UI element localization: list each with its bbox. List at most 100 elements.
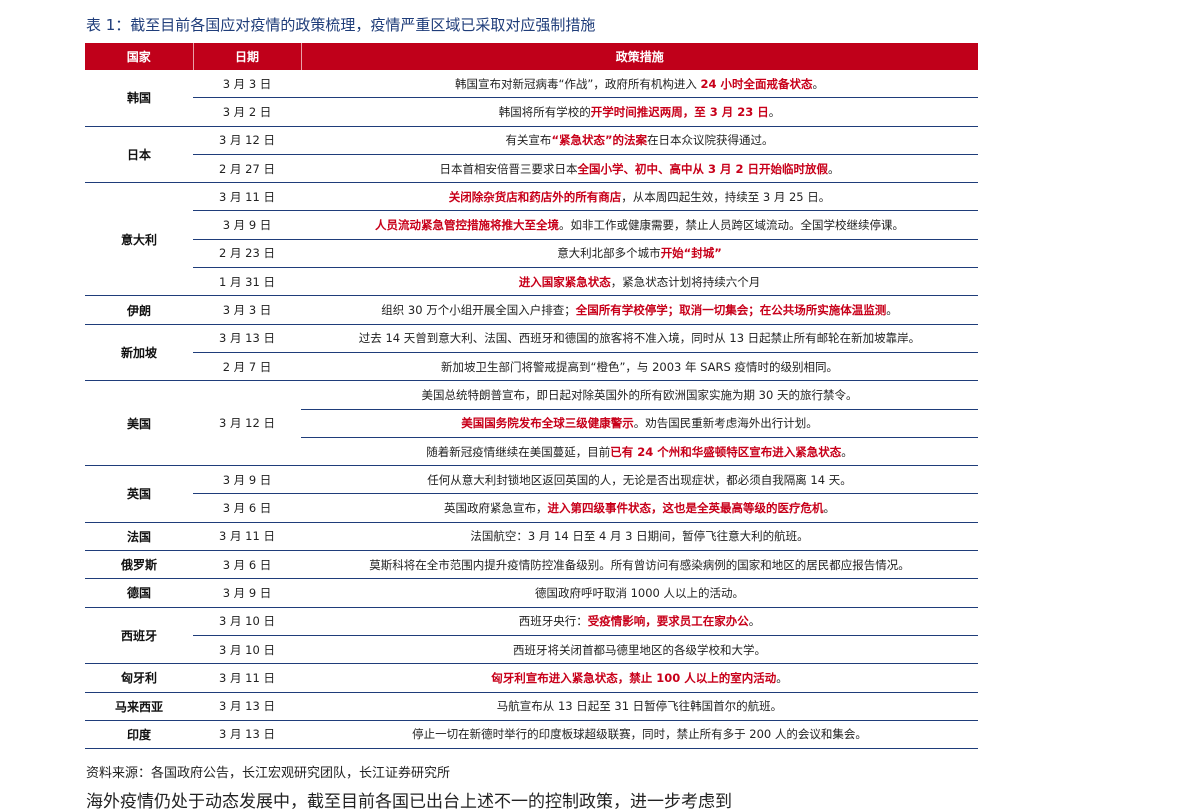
table-row: 俄罗斯 3 月 6 日 莫斯科将在全市范围内提升疫情防控准备级别。所有曾访问有感染病… (85, 550, 978, 580)
table-row: 法国 3 月 11 日 法国航空：3 月 14 日至 4 月 3 日期间，暂停飞往意… (85, 522, 978, 552)
source-note: 资料来源：各国政府公告，长江宏观研究团队，长江证券研究所 (86, 766, 451, 781)
date-cell: 3 月 13 日 (193, 692, 301, 721)
measure-text: 组织 30 万个小组开展全国入户排查； (381, 303, 576, 318)
highlighted-text: 24 小时全面戒备状态 (700, 76, 813, 91)
measure-cell: 西班牙央行：受疫情影响，要求员工在家办公。 (301, 607, 978, 636)
measure-text: 美国总统特朗普宣布，即日起对除英国外的所有欧洲国家实施为期 30 天的旅行禁令。 (421, 387, 858, 402)
highlighted-text: 全国小学、初中、高中从 3 月 2 日开始临时放假 (577, 161, 829, 176)
measure-text: 。如非工作或健康需要，禁止人员跨区域流动。全国学校继续停课。 (559, 218, 904, 233)
country-cell: 匈牙利 (85, 663, 193, 693)
measure-cell: 有关宣布“紧急状态”的法案在日本众议院获得通过。 (301, 126, 978, 155)
measure-cell: 马航宣布从 13 日起至 31 日暂停飞往韩国首尔的航班。 (301, 692, 978, 721)
country-cell: 俄罗斯 (85, 550, 193, 580)
date-cell: 3 月 3 日 (193, 70, 301, 99)
measure-text: 英国政府紧急宣布， (444, 501, 548, 516)
highlighted-text: 已有 24 个州和华盛顿特区宣布进入紧急状态 (610, 444, 842, 459)
country-cell: 印度 (85, 720, 193, 750)
table-row: 3 月 6 日 英国政府紧急宣布，进入第四级事件状态，这也是全英最高等级的医疗危机… (85, 493, 978, 523)
measure-cell: 任何从意大利封锁地区返回英国的人，无论是否出现症状，都必须自我隔离 14 天。 (301, 465, 978, 495)
measure-text: 停止一切在新德时举行的印度板球超级联赛，同时，禁止所有多于 200 人的会议和集… (412, 727, 867, 742)
date-cell: 1 月 31 日 (193, 267, 301, 297)
measure-text: 法国航空：3 月 14 日至 4 月 3 日期间，暂停飞往意大利的航班。 (470, 529, 809, 544)
table-row: 美国 3 月 12 日 美国总统特朗普宣布，即日起对除英国外的所有欧洲国家实施为期 … (85, 380, 978, 467)
country-cell: 新加坡 (85, 324, 193, 382)
table-row: 新加坡 3 月 13 日 过去 14 天曾到意大利、法国、西班牙和德国的旅客将不准入… (85, 324, 978, 382)
measure-text: 过去 14 天曾到意大利、法国、西班牙和德国的旅客将不准入境，同时从 13 日起… (358, 331, 921, 346)
measure-text: 意大利北部多个城市 (557, 246, 661, 261)
measure-text: 有关宣布 (505, 133, 552, 148)
country-cell: 德国 (85, 578, 193, 608)
measure-text: 西班牙将关闭首都马德里地区的各级学校和大学。 (513, 642, 766, 657)
date-cell: 3 月 12 日 (193, 126, 301, 155)
measure-text: 。 (823, 501, 836, 516)
measure-cell: 美国总统特朗普宣布，即日起对除英国外的所有欧洲国家实施为期 30 天的旅行禁令。 (301, 380, 978, 410)
highlighted-text: 人员流动紧急管控措施将推大至全境 (375, 218, 559, 233)
table-row: 伊朗 3 月 3 日组织 30 万个小组开展全国入户排查；全国所有学校停学；取消一… (85, 295, 978, 325)
table-row: 印度 3 月 13 日 停止一切在新德时举行的印度板球超级联赛，同时，禁止所有多于 … (85, 720, 978, 750)
table-header-row: 国家 日期 政策措施 (85, 43, 978, 70)
date-cell: 3 月 10 日 (193, 607, 301, 636)
measure-cell: 西班牙将关闭首都马德里地区的各级学校和大学。 (301, 635, 978, 665)
date-cell: 3 月 10 日 (193, 635, 301, 665)
highlighted-text: “紧急状态”的法案 (551, 133, 648, 148)
highlighted-text: 关闭除杂货店和药店外的所有商店 (448, 189, 622, 204)
measure-text: ，从本周四起生效，持续至 3 月 25 日。 (621, 189, 831, 204)
table-row: 西班牙 3 月 10 日西班牙央行：受疫情影响，要求员工在家办公。 (85, 607, 978, 665)
country-cell: 日本 (85, 126, 193, 184)
country-cell: 美国 (85, 380, 193, 467)
date-cell: 3 月 9 日 (193, 465, 301, 495)
measure-cell: 韩国将所有学校的开学时间推迟两周，至 3 月 23 日。 (301, 97, 978, 127)
country-cell: 马来西亚 (85, 692, 193, 721)
date-cell: 2 月 27 日 (193, 154, 301, 184)
date-cell: 3 月 11 日 (193, 522, 301, 552)
table-body: 韩国 3 月 3 日韩国宣布对新冠病毒“作战”，政府所有机构进入 24 小时全面戒… (85, 70, 978, 750)
measure-text: 韩国宣布对新冠病毒“作战”，政府所有机构进入 (454, 76, 701, 91)
date-cell: 3 月 12 日 (193, 380, 301, 467)
table-row: 德国 3 月 9 日 德国政府呼吁取消 1000 人以上的活动。 (85, 578, 978, 608)
measure-text: ，紧急状态计划将持续六个月 (610, 274, 761, 289)
header-country: 国家 (85, 43, 193, 70)
measure-text: 新加坡卫生部门将警戒提高到“橙色”，与 2003 年 SARS 疫情时的级别相同… (441, 359, 838, 374)
table-row: 韩国 3 月 3 日 韩国宣布对新冠病毒“作战”，政府所有机构进入 24 小时全面戒… (85, 70, 978, 127)
measure-text: 。 (776, 670, 788, 685)
highlighted-text: 匈牙利宣布进入紧急状态，禁止 100 人以上的室内活动 (491, 670, 777, 685)
measure-cell: 法国航空：3 月 14 日至 4 月 3 日期间，暂停飞往意大利的航班。 (301, 522, 978, 552)
country-cell: 英国 (85, 465, 193, 523)
measure-text: 西班牙央行： (518, 614, 588, 629)
table-row: 3 月 9 日人员流动紧急管控措施将推大至全境。如非工作或健康需要，禁止人员跨区… (85, 210, 978, 240)
measure-text: 马航宣布从 13 日起至 31 日暂停飞往韩国首尔的航班。 (496, 699, 783, 714)
measure-cell: 德国政府呼吁取消 1000 人以上的活动。 (301, 578, 978, 608)
country-cell: 伊朗 (85, 295, 193, 325)
country-cell: 法国 (85, 522, 193, 552)
country-cell: 韩国 (85, 70, 193, 127)
measure-text: 在日本众议院获得通过。 (647, 133, 774, 148)
measure-cell: 新加坡卫生部门将警戒提高到“橙色”，与 2003 年 SARS 疫情时的级别相同… (301, 352, 978, 382)
measure-text: 莫斯科将在全市范围内提升疫情防控准备级别。所有曾访问有感染病例的国家和地区的居民… (369, 557, 910, 572)
measure-text: 。 (768, 104, 781, 119)
table-row: 匈牙利 3 月 11 日 匈牙利宣布进入紧急状态，禁止 100 人以上的室内活动。 (85, 663, 978, 693)
measure-text: 。 (886, 303, 898, 318)
measure-text: 。 (812, 76, 825, 91)
body-text-cutoff: 海外疫情仍处于动态发展中，截至目前各国已出台上述不一的控制政策，进一步考虑到 (86, 792, 732, 812)
measure-cell: 随着新冠疫情继续在美国蔓延，目前已有 24 个州和华盛顿特区宣布进入紧急状态。 (301, 437, 978, 467)
country-cell: 西班牙 (85, 607, 193, 665)
measure-cell: 过去 14 天曾到意大利、法国、西班牙和德国的旅客将不准入境，同时从 13 日起… (301, 324, 978, 353)
measure-text: 。 (828, 161, 840, 176)
highlighted-text: 进入第四级事件状态，这也是全英最高等级的医疗危机 (547, 501, 824, 516)
measure-cell: 莫斯科将在全市范围内提升疫情防控准备级别。所有曾访问有感染病例的国家和地区的居民… (301, 550, 978, 580)
highlighted-text: 美国国务院发布全球三级健康警示 (461, 416, 634, 431)
date-cell: 3 月 11 日 (193, 663, 301, 693)
measure-cell: 人员流动紧急管控措施将推大至全境。如非工作或健康需要，禁止人员跨区域流动。全国学… (301, 210, 978, 240)
date-cell: 3 月 6 日 (193, 493, 301, 523)
highlighted-text: 开始“封城” (660, 246, 722, 261)
measure-cell: 美国国务院发布全球三级健康警示。劝告国民重新考虑海外出行计划。 (301, 409, 978, 438)
table-row: 意大利 3 月 11 日关闭除杂货店和药店外的所有商店，从本周四起生效，持续至 3… (85, 182, 978, 297)
table-row: 随着新冠疫情继续在美国蔓延，目前已有 24 个州和华盛顿特区宣布进入紧急状态。 (85, 437, 978, 467)
date-cell: 3 月 13 日 (193, 720, 301, 750)
policy-table: 国家 日期 政策措施 韩国 3 月 3 日韩国宣布对新冠病毒“作战”，政府所有机构… (85, 43, 978, 750)
highlighted-text: 开学时间推迟两周，至 3 月 23 日 (590, 104, 769, 119)
country-cell: 意大利 (85, 182, 193, 297)
table-row: 2 月 23 日意大利北部多个城市开始“封城” (85, 239, 978, 269)
table-row: 日本 3 月 12 日有关宣布“紧急状态”的法案在日本众议院获得通过。 (85, 126, 978, 184)
date-cell: 3 月 3 日 (193, 295, 301, 325)
